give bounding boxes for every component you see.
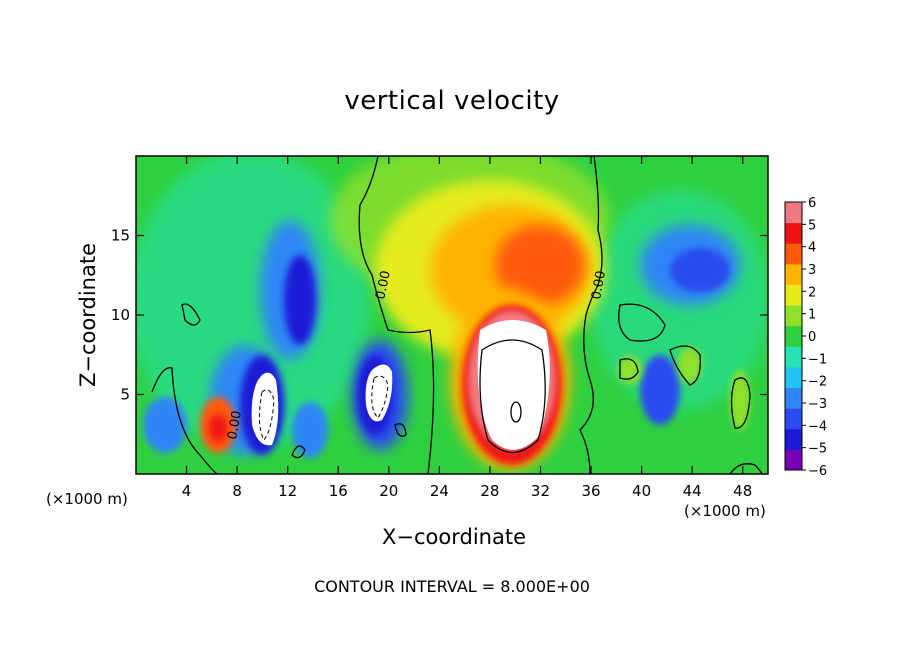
colorbar-label: −2 [808,375,827,390]
x-tick-label: 8 [232,482,242,500]
colorbar-label: 0 [808,330,816,345]
x-tick-label: 40 [632,482,651,500]
colorbar-swatch [785,305,802,327]
x-tick-label: 28 [480,482,499,500]
y-axis-label: Z−coordinate [76,243,100,387]
colorbar-label: −6 [808,464,827,479]
colorbar-label: 4 [808,241,816,256]
chart-title: vertical velocity [344,86,560,116]
colorbar-label: 5 [808,218,816,233]
colorbar-label: −4 [808,419,827,434]
colorbar-swatch [785,449,802,471]
negative-contours [258,375,389,441]
x-tick-label: 4 [182,482,192,500]
colorbar-swatch [785,428,802,450]
colorbar-swatch [785,325,802,347]
y-tick-label: 5 [120,386,130,404]
colorbar-swatch [785,222,802,244]
colorbar-swatch [785,263,802,285]
x-tick-label: 32 [531,482,550,500]
y-tick-label: 15 [111,227,130,245]
x-tick-label: 44 [683,482,702,500]
contour-label-1: 0.00 [373,269,394,300]
contour-label-2: 0.00 [589,270,609,301]
x-tick-label: 12 [278,482,297,500]
contour-label-3: 0.00 [225,410,245,441]
x-tick-label: 36 [581,482,600,500]
x-axis-ticks: 4 8 12 16 20 24 28 32 36 40 44 48 [182,156,752,500]
colorbar-swatch [785,346,802,368]
colorbar-swatch [785,366,802,389]
x-tick-label: 48 [733,482,752,500]
y-axis-ticks: 5 10 15 [111,227,768,404]
contour-labels: 0.00 0.00 0.00 [225,269,609,440]
colorbar-swatch [785,202,802,224]
x-axis-label: X−coordinate [382,525,526,549]
colorbar-label: −1 [808,352,827,367]
colorbar-swatch [785,387,802,409]
contour-lines [151,156,763,474]
colorbar: 6 5 4 3 2 1 0 −1 −2 −3 −4 −5 −6 [784,196,827,479]
y-axis-units: (×1000 m) [46,490,128,508]
colorbar-label: 6 [808,196,816,211]
colorbar-label: −5 [808,442,827,457]
x-tick-label: 20 [379,482,398,500]
colorbar-label: 3 [808,263,816,278]
colorbar-swatch [785,408,802,430]
colorbar-label: 1 [808,308,816,323]
contour-interval-note: CONTOUR INTERVAL = 8.000E+00 [314,577,590,596]
x-tick-label: 24 [430,482,449,500]
y-tick-label: 10 [111,306,130,324]
x-tick-label: 16 [329,482,348,500]
x-axis-units: (×1000 m) [684,502,766,520]
colorbar-swatch [785,284,802,306]
velocity-field [136,156,768,470]
colorbar-swatch [785,243,802,265]
colorbar-label: −3 [808,397,827,412]
heatmap-plot-area: 0.00 0.00 0.00 [136,156,768,474]
colorbar-label: 2 [808,285,816,300]
